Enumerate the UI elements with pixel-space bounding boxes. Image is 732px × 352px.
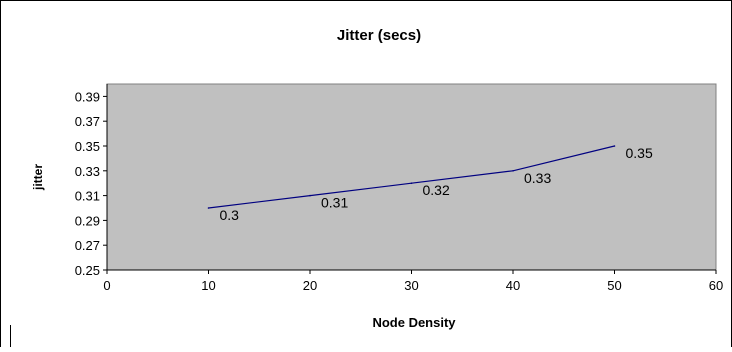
data-label-layer: 0.3 0.31 0.32 0.33 0.35 [220,145,653,223]
y-tick-label: 0.29 [75,213,100,228]
x-tick-label: 50 [607,278,621,293]
data-point [207,207,210,209]
y-axis-title: jitter [31,164,45,191]
x-tick-label: 20 [303,278,317,293]
y-tick-label: 0.39 [75,89,100,104]
data-label: 0.31 [321,195,348,211]
data-label: 0.3 [220,207,240,223]
y-tick-label: 0.27 [75,238,100,253]
data-label: 0.32 [423,182,450,198]
x-axis: 0 10 20 30 40 50 60 [103,269,723,293]
x-tick-label: 60 [709,278,723,293]
y-tick-label: 0.31 [75,189,100,204]
x-tick-label: 0 [103,278,110,293]
x-tick-label: 10 [201,278,215,293]
data-point [512,170,514,172]
data-point [613,145,616,147]
y-tick-label: 0.25 [75,263,100,278]
data-point [410,182,413,184]
y-axis: 0.25 0.27 0.29 0.31 0.33 0.35 0.37 0.39 [75,84,108,278]
x-tick-label: 30 [404,278,418,293]
x-tick-label: 40 [506,278,520,293]
data-label: 0.33 [524,170,551,186]
y-tick-label: 0.35 [75,139,100,154]
y-tick-label: 0.33 [75,164,100,179]
x-axis-title: Node Density [372,315,456,330]
chart-title: Jitter (secs) [337,27,421,44]
plot-area [106,83,717,271]
y-tick-label: 0.37 [75,114,100,129]
series-layer [207,145,616,209]
data-label: 0.35 [626,145,653,161]
data-point [309,194,311,197]
